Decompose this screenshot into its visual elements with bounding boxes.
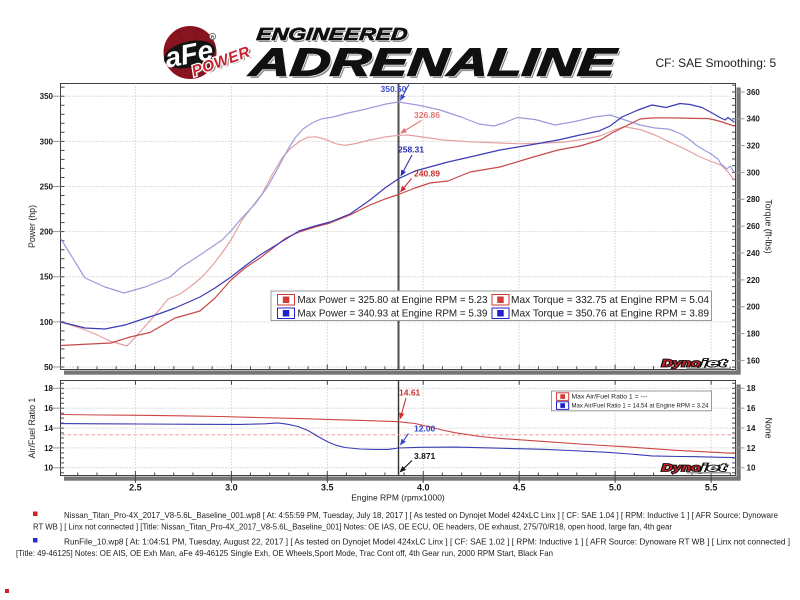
svg-text:[Title: 49-46125] Notes: OE A: [Title: 49-46125] Notes: OE AIS, OE Exh …	[16, 549, 553, 558]
svg-text:16: 16	[747, 404, 756, 413]
svg-text:100: 100	[40, 318, 54, 327]
svg-text:16: 16	[44, 404, 53, 413]
svg-text:Max Torque = 350.76 at Engine: Max Torque = 350.76 at Engine RPM = 3.89	[511, 308, 709, 320]
svg-text:Dyno: Dyno	[662, 462, 702, 474]
svg-text:3.871: 3.871	[414, 451, 436, 461]
svg-text:Max Power = 340.93 at Engine R: Max Power = 340.93 at Engine RPM = 5.39	[298, 308, 488, 320]
svg-text:Dyno: Dyno	[662, 358, 702, 370]
svg-text:RunFile_10.wp8 [ At: 1:04:51 P: RunFile_10.wp8 [ At: 1:04:51 PM, Tuesday…	[64, 538, 790, 547]
svg-text:Engine RPM (rpmx1000): Engine RPM (rpmx1000)	[351, 493, 445, 503]
svg-text:Max Torque = 332.75 at Engine: Max Torque = 332.75 at Engine RPM = 5.04	[511, 294, 709, 306]
svg-text:3.5: 3.5	[321, 483, 334, 493]
svg-text:12: 12	[44, 444, 53, 453]
svg-text:Torque (ft-lbs): Torque (ft-lbs)	[764, 199, 774, 253]
svg-text:18: 18	[747, 384, 756, 393]
svg-text:240.89: 240.89	[414, 169, 440, 179]
svg-text:350.50: 350.50	[381, 84, 407, 94]
svg-text:5.0: 5.0	[609, 483, 622, 493]
svg-text:R: R	[211, 35, 215, 40]
svg-text:300: 300	[747, 168, 761, 177]
svg-text:326.86: 326.86	[414, 110, 440, 120]
svg-text:340: 340	[747, 115, 761, 124]
svg-text:jet: jet	[697, 358, 727, 370]
svg-text:CF: SAE Smoothing: 5: CF: SAE Smoothing: 5	[656, 56, 777, 70]
svg-text:ENGINEERED: ENGINEERED	[257, 26, 411, 46]
svg-text:258.31: 258.31	[398, 145, 424, 155]
svg-text:240: 240	[747, 249, 761, 258]
svg-text:12: 12	[747, 444, 756, 453]
svg-text:14.61: 14.61	[399, 388, 421, 398]
svg-text:300: 300	[40, 137, 54, 146]
svg-text:None: None	[764, 417, 774, 438]
svg-text:Power (hp): Power (hp)	[27, 205, 37, 248]
svg-text:Max Power = 325.80 at Engine R: Max Power = 325.80 at Engine RPM = 5.23	[298, 294, 488, 306]
svg-text:RT WB ] [ Linx not connected ]: RT WB ] [ Linx not connected ] [Title: N…	[33, 523, 672, 532]
svg-text:360: 360	[747, 88, 761, 97]
svg-text:2.5: 2.5	[129, 483, 142, 493]
svg-text:ADRENALINE: ADRENALINE	[249, 44, 623, 87]
svg-text:4.5: 4.5	[513, 483, 526, 493]
svg-text:Max Air/Fuel Ratio 1 = 14.54 a: Max Air/Fuel Ratio 1 = 14.54 at Engine R…	[572, 403, 709, 410]
svg-text:320: 320	[747, 142, 761, 151]
svg-text:150: 150	[40, 273, 54, 282]
svg-text:5.5: 5.5	[705, 483, 718, 493]
svg-text:ADRENALINE: ADRENALINE	[247, 42, 621, 85]
svg-text:250: 250	[40, 182, 54, 191]
svg-text:350: 350	[40, 92, 54, 101]
svg-text:4.0: 4.0	[417, 483, 430, 493]
svg-text:14: 14	[44, 424, 53, 433]
svg-text:10: 10	[44, 464, 53, 473]
svg-text:Nissan_Titan_Pro-4X_2017_V8-5.: Nissan_Titan_Pro-4X_2017_V8-5.6L_Baselin…	[64, 511, 778, 520]
svg-text:3.0: 3.0	[225, 483, 238, 493]
svg-text:Air/Fuel Ratio 1: Air/Fuel Ratio 1	[27, 398, 37, 459]
svg-text:280: 280	[747, 195, 761, 204]
svg-text:160: 160	[747, 356, 761, 365]
svg-text:50: 50	[44, 363, 53, 372]
svg-text:ENGINEERED: ENGINEERED	[256, 24, 410, 44]
svg-text:200: 200	[40, 228, 54, 237]
svg-text:12.00: 12.00	[414, 423, 436, 433]
svg-text:180: 180	[747, 329, 761, 338]
svg-text:ENGINEERED: ENGINEERED	[256, 24, 410, 44]
svg-text:ADRENALINE: ADRENALINE	[247, 42, 621, 85]
svg-text:18: 18	[44, 384, 53, 393]
svg-text:220: 220	[747, 276, 761, 285]
svg-text:Max Air/Fuel Ratio 1 = ---: Max Air/Fuel Ratio 1 = ---	[572, 394, 648, 401]
svg-text:14: 14	[747, 424, 756, 433]
svg-text:260: 260	[747, 222, 761, 231]
svg-text:200: 200	[747, 303, 761, 312]
svg-text:jet: jet	[697, 462, 727, 474]
svg-text:10: 10	[747, 464, 756, 473]
